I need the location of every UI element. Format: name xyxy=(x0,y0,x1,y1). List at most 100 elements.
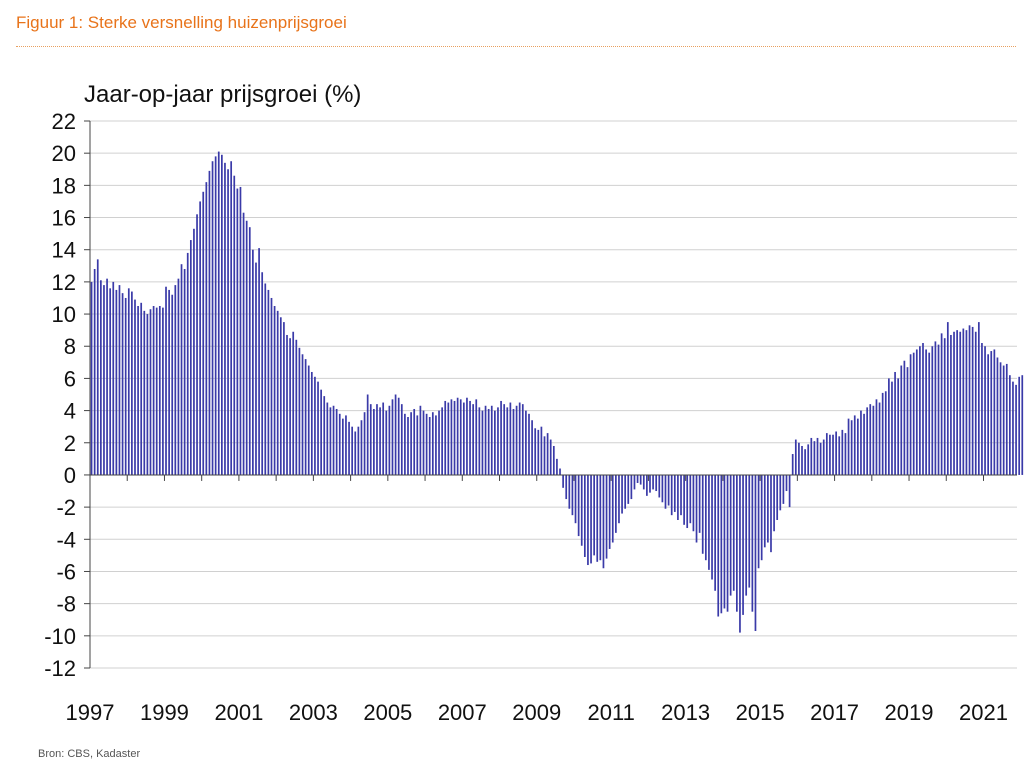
bar xyxy=(521,404,524,475)
bar xyxy=(704,474,707,561)
bar xyxy=(335,408,338,475)
bar xyxy=(937,344,940,475)
bar xyxy=(919,346,921,475)
bar xyxy=(459,399,462,475)
bar xyxy=(525,410,527,475)
bar xyxy=(779,474,782,511)
bar xyxy=(959,331,962,475)
bar xyxy=(971,326,974,475)
bar xyxy=(813,441,816,475)
bar xyxy=(239,186,242,475)
bar xyxy=(819,442,822,475)
bar xyxy=(711,474,713,580)
bar xyxy=(621,474,623,514)
bar xyxy=(798,442,800,475)
bar xyxy=(881,392,884,475)
bar xyxy=(131,291,133,475)
bar xyxy=(745,474,748,596)
bar xyxy=(894,371,896,475)
bar xyxy=(242,212,245,475)
y-tick-label: 20 xyxy=(52,141,76,166)
bar xyxy=(171,294,174,475)
bar xyxy=(196,214,198,475)
bar xyxy=(233,175,236,475)
bar xyxy=(332,405,335,475)
bar xyxy=(875,399,878,475)
bar xyxy=(531,420,533,475)
bar xyxy=(264,283,267,475)
y-tick-label: 0 xyxy=(64,463,76,488)
bar xyxy=(447,402,450,475)
bar xyxy=(950,334,952,475)
bar xyxy=(528,413,530,475)
bar xyxy=(599,474,602,561)
bar xyxy=(698,474,701,533)
bar xyxy=(1005,363,1008,475)
y-tick-label: 4 xyxy=(64,399,76,424)
y-tick-label: 14 xyxy=(52,238,76,263)
bar xyxy=(509,402,512,475)
bar xyxy=(515,405,518,475)
bar xyxy=(596,474,599,562)
bar xyxy=(320,389,322,475)
bar xyxy=(667,474,670,506)
bar xyxy=(804,449,806,475)
bar xyxy=(816,437,819,475)
bar xyxy=(487,408,490,475)
bar xyxy=(863,413,865,475)
bar xyxy=(590,474,592,564)
bar xyxy=(310,371,313,475)
bar xyxy=(677,474,679,520)
bar xyxy=(574,474,577,524)
bar xyxy=(742,474,744,615)
bar xyxy=(583,474,586,557)
y-tick-label: 8 xyxy=(64,334,76,359)
bar xyxy=(419,405,422,475)
bar xyxy=(354,431,357,475)
bar xyxy=(230,161,233,475)
bar xyxy=(227,169,229,475)
bar xyxy=(835,431,837,475)
y-tick-label: 16 xyxy=(52,206,76,231)
bar xyxy=(692,474,695,532)
bar xyxy=(258,248,260,475)
bar xyxy=(512,408,515,475)
bar xyxy=(481,410,484,475)
bar xyxy=(636,474,639,483)
bar xyxy=(1021,375,1024,475)
bar xyxy=(866,407,869,475)
bar xyxy=(149,309,152,475)
bar xyxy=(940,333,943,475)
bar xyxy=(1009,375,1011,475)
bar xyxy=(974,331,977,475)
bar xyxy=(655,474,658,492)
bar xyxy=(822,439,825,475)
bar xyxy=(627,474,630,504)
bar xyxy=(431,412,434,475)
bar xyxy=(289,338,291,475)
bar xyxy=(943,338,946,475)
bar xyxy=(652,474,654,490)
x-tick-label: 1997 xyxy=(66,700,115,725)
bar xyxy=(754,474,757,631)
bar xyxy=(962,328,965,475)
bar xyxy=(856,418,859,475)
bar xyxy=(720,474,723,614)
bar xyxy=(252,249,254,475)
bar xyxy=(217,151,220,475)
bar xyxy=(261,272,264,475)
bar xyxy=(549,439,552,475)
bar xyxy=(888,378,890,475)
bar xyxy=(537,429,540,475)
bar xyxy=(314,376,316,475)
bar xyxy=(484,405,487,475)
bar xyxy=(273,306,276,475)
x-tick-label: 2005 xyxy=(363,700,412,725)
bar xyxy=(999,362,1002,475)
bar xyxy=(162,307,164,475)
bar xyxy=(618,474,620,524)
bar xyxy=(571,474,574,516)
bar xyxy=(922,343,924,475)
bar xyxy=(996,357,999,475)
